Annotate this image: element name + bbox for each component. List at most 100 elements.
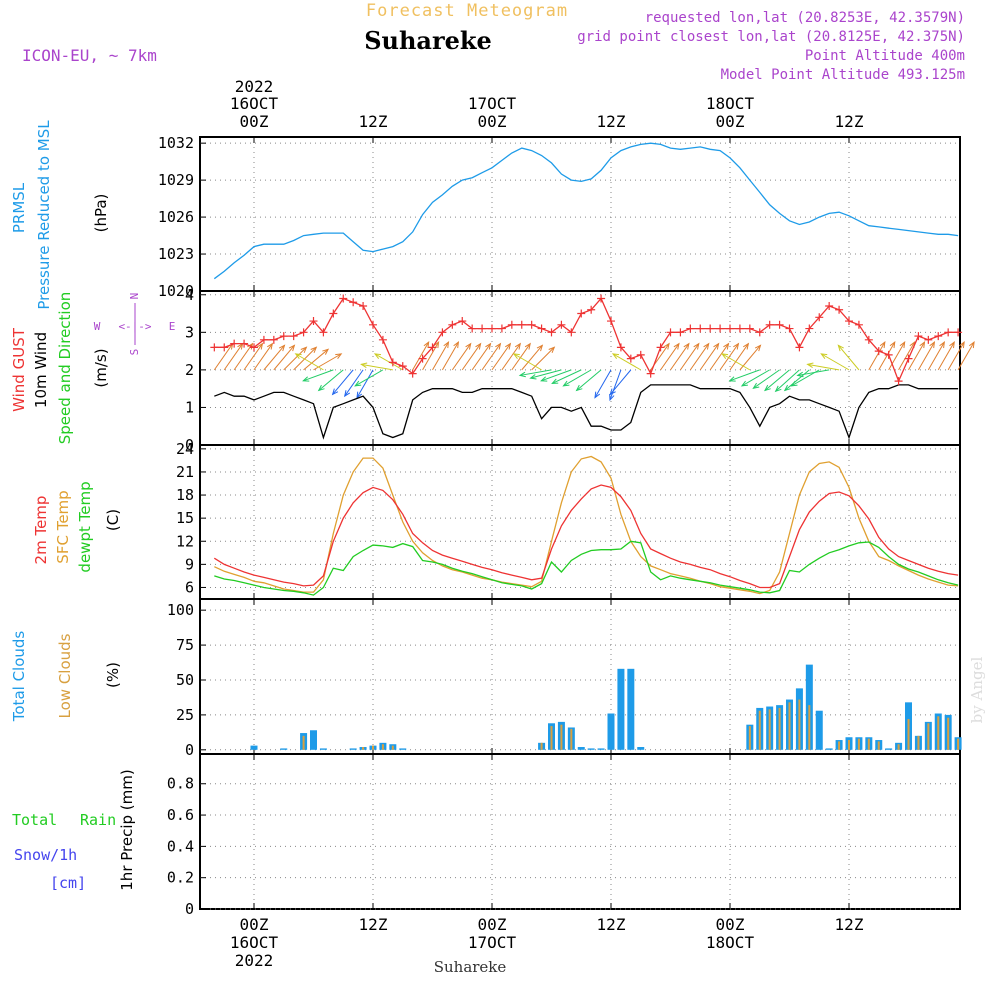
wind-arrow-head: [663, 342, 670, 350]
y-tick-label: 1: [185, 398, 194, 416]
y-tick-label: 0: [185, 741, 194, 759]
gust-marker: [349, 298, 358, 307]
wind-compass: W <-|-> E N S: [94, 293, 176, 356]
gust-marker: [914, 332, 923, 341]
y-tick-label: 0.4: [167, 837, 194, 855]
wind-arrow: [680, 343, 700, 371]
wind-arrow: [689, 343, 710, 371]
y-tick-label: 24: [176, 440, 194, 458]
wind-arrow-head: [575, 384, 583, 392]
wind-arrow: [709, 343, 729, 371]
wind-arrow: [821, 353, 850, 371]
top-year-0: 2022: [235, 77, 274, 96]
gust-marker: [488, 324, 496, 333]
wind-arrow-head: [879, 341, 886, 349]
low-cloud-bar: [302, 735, 305, 750]
low-cloud-bar: [957, 738, 960, 750]
rain-label-1: Total: [12, 811, 57, 829]
low-cloud-bar: [867, 738, 870, 750]
wind-arrow-head: [512, 353, 520, 359]
low-cloud-bar: [838, 741, 841, 750]
y-tick-label: 1026: [158, 208, 194, 226]
bottom-hour-3: 12Z: [597, 915, 626, 934]
total-cloud-bar: [815, 710, 823, 750]
wind-arrow: [660, 343, 680, 371]
top-time-axis: 2022 16OCT 00Z 12Z 17OCT 00Z 12Z 18OCT 0…: [230, 77, 864, 131]
dewpt-label: dewpt Temp: [76, 481, 94, 572]
wind-arrow-head: [514, 342, 522, 350]
bottom-year-0: 2022: [235, 951, 274, 970]
low-cloud-bar: [947, 717, 950, 750]
low-clouds-label: Low Clouds: [56, 633, 74, 718]
wind-arrow: [481, 343, 501, 371]
point-altitude: Point Altitude 400m: [805, 48, 965, 64]
wind-arrow: [898, 341, 916, 371]
wind-arrow: [295, 353, 324, 371]
wind-arrow-head: [548, 346, 556, 353]
low-cloud-bar: [362, 747, 365, 750]
wind-arrow-head: [465, 342, 472, 350]
wind-arrow: [670, 343, 690, 371]
low-cloud-bar: [748, 726, 751, 750]
wind-arrow: [273, 345, 295, 371]
wind-arrow: [807, 363, 840, 371]
low-cloud-bar: [381, 744, 384, 750]
wind-arrow: [541, 369, 572, 382]
pressure-label-2: Pressure Reduced to MSL: [35, 120, 53, 310]
y-tick-label: 4: [185, 286, 194, 304]
gust-marker: [706, 324, 715, 333]
gust-marker: [607, 317, 615, 326]
y-tick-label: 15: [176, 509, 194, 527]
wind-arrow-head: [322, 348, 330, 355]
low-cloud-bar: [560, 724, 563, 750]
temp2m-label: 2m Temp: [32, 496, 50, 565]
low-cloud-bar: [808, 705, 811, 750]
wind-arrow: [243, 343, 263, 371]
wind-arrow-head: [356, 391, 363, 399]
wind-arrow-head: [968, 341, 975, 349]
gust-marker: [755, 328, 764, 337]
wind10-line: [214, 384, 959, 440]
wind-arrow: [957, 341, 975, 371]
gust-marker: [726, 324, 734, 333]
gust-marker: [458, 317, 467, 326]
gust-marker: [874, 347, 883, 356]
panel-0: 1020 1023 1026 1029 1032: [158, 134, 961, 300]
wind-arrow-head: [796, 371, 804, 378]
wind-arrow-head: [288, 344, 296, 352]
wind10-label: 10m Wind: [32, 332, 50, 408]
panel-2: 6 9 12 15 18 21 24: [176, 440, 961, 600]
wind-arrow-head: [939, 341, 945, 349]
gust-marker: [924, 335, 933, 344]
gust-marker: [785, 324, 794, 333]
gust-marker: [825, 302, 834, 311]
wind-arrow: [612, 353, 641, 371]
gust-marker: [656, 343, 665, 352]
wind-arrow-head: [733, 342, 740, 350]
gust-marker: [329, 309, 338, 318]
wind-arrow-head: [693, 342, 700, 350]
wind-arrow: [729, 369, 760, 382]
bottom-date-0: 16OCT: [230, 933, 279, 952]
wind-arrow-head: [536, 344, 544, 352]
low-cloud-bar: [848, 740, 850, 750]
wind-arrow-head: [453, 341, 460, 349]
bottom-hour-5: 12Z: [835, 915, 864, 934]
wind-arrow: [775, 369, 800, 392]
requested-coords: requested lon,lat (20.8253E, 42.3579N): [645, 10, 965, 26]
pressure-label-1: PRMSL: [10, 182, 28, 233]
wind-arrow: [521, 345, 543, 371]
pressure-line: [213, 142, 959, 280]
wind-arrow-head: [949, 341, 955, 349]
wind-arrow-head: [752, 382, 760, 389]
wind-arrow-head: [783, 384, 791, 392]
wind-arrow: [263, 345, 285, 371]
wind-arrow-head: [683, 342, 690, 350]
gust-marker: [478, 324, 487, 333]
top-date-2: 17OCT: [468, 94, 517, 113]
top-date-0: 16OCT: [230, 94, 279, 113]
wind-arrow: [530, 369, 562, 379]
gust-marker: [894, 377, 903, 386]
wind-arrow-head: [743, 342, 750, 350]
wind-arrow: [303, 369, 334, 382]
